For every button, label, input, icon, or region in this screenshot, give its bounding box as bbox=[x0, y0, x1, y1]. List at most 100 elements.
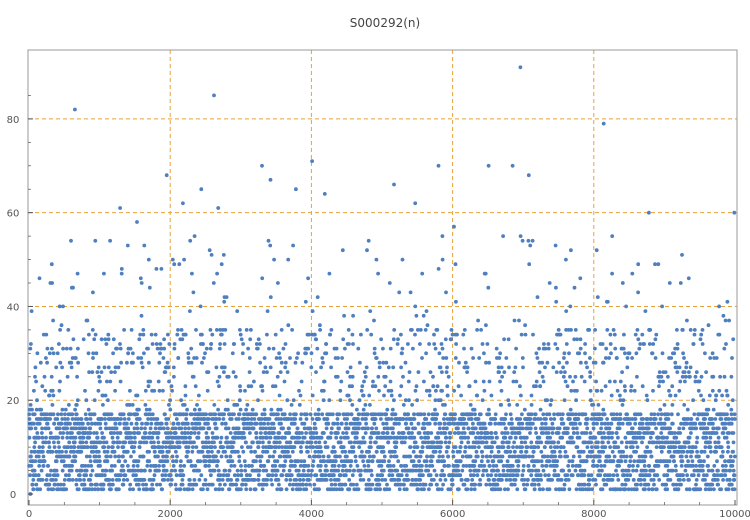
data-point bbox=[684, 454, 689, 459]
data-point bbox=[662, 403, 667, 407]
data-point bbox=[607, 454, 612, 459]
data-point bbox=[461, 332, 466, 337]
data-point bbox=[162, 337, 167, 342]
data-point bbox=[595, 295, 600, 299]
data-point bbox=[632, 459, 637, 464]
data-point bbox=[422, 379, 426, 384]
data-point bbox=[427, 393, 432, 398]
data-point bbox=[478, 478, 482, 482]
data-point bbox=[574, 487, 579, 492]
data-point bbox=[186, 421, 190, 426]
data-point bbox=[621, 468, 626, 473]
data-point bbox=[260, 163, 264, 168]
data-point bbox=[141, 454, 146, 459]
data-point bbox=[67, 403, 71, 407]
data-point bbox=[613, 379, 617, 384]
data-point bbox=[727, 431, 731, 435]
data-point bbox=[51, 412, 56, 417]
data-point bbox=[673, 393, 678, 398]
data-point bbox=[267, 440, 271, 445]
data-point bbox=[282, 379, 287, 384]
data-point bbox=[728, 454, 733, 459]
data-point bbox=[93, 421, 98, 426]
data-point bbox=[252, 478, 257, 482]
data-point bbox=[204, 412, 209, 417]
data-point bbox=[730, 356, 734, 360]
data-point bbox=[504, 478, 509, 482]
data-point bbox=[31, 487, 36, 492]
data-point bbox=[620, 403, 625, 407]
data-point bbox=[695, 449, 699, 454]
data-point bbox=[642, 459, 647, 464]
data-point bbox=[58, 328, 62, 332]
data-point bbox=[726, 445, 731, 449]
data-point bbox=[561, 374, 566, 379]
data-point bbox=[196, 431, 201, 435]
data-point bbox=[241, 449, 246, 454]
data-point bbox=[519, 332, 524, 337]
data-point bbox=[58, 379, 62, 384]
data-point bbox=[675, 328, 679, 332]
data-point bbox=[33, 365, 38, 370]
data-point bbox=[268, 177, 273, 182]
data-point bbox=[567, 468, 572, 473]
data-point bbox=[467, 384, 472, 389]
data-point bbox=[174, 459, 179, 464]
data-point bbox=[151, 478, 156, 482]
data-point bbox=[215, 379, 220, 384]
data-point bbox=[129, 328, 134, 332]
data-point bbox=[553, 342, 558, 346]
data-point bbox=[350, 332, 355, 337]
data-point bbox=[57, 445, 61, 449]
data-point bbox=[479, 328, 483, 332]
data-point bbox=[482, 388, 487, 393]
data-point bbox=[400, 351, 404, 356]
data-point bbox=[153, 449, 157, 454]
data-point bbox=[657, 384, 661, 389]
data-point bbox=[678, 281, 683, 285]
data-point bbox=[400, 257, 405, 262]
data-point bbox=[248, 431, 252, 435]
data-point bbox=[149, 417, 154, 421]
data-point bbox=[386, 365, 391, 370]
data-point bbox=[680, 459, 685, 464]
data-point bbox=[634, 487, 639, 492]
data-point bbox=[704, 435, 709, 440]
data-point bbox=[549, 398, 554, 403]
data-point bbox=[660, 304, 664, 309]
data-point bbox=[345, 468, 350, 473]
data-point bbox=[579, 374, 584, 379]
data-point bbox=[436, 431, 440, 435]
data-point bbox=[318, 328, 322, 332]
data-point bbox=[230, 459, 235, 464]
data-point bbox=[366, 459, 371, 464]
data-point bbox=[376, 374, 381, 379]
data-point bbox=[192, 234, 197, 239]
data-point bbox=[722, 346, 727, 351]
data-point bbox=[236, 417, 241, 421]
data-point bbox=[603, 421, 607, 426]
data-point bbox=[180, 478, 185, 482]
data-point bbox=[503, 417, 508, 421]
data-point bbox=[62, 478, 67, 482]
data-point bbox=[336, 356, 340, 360]
data-point bbox=[471, 431, 476, 435]
data-point bbox=[492, 478, 497, 482]
data-point bbox=[542, 454, 547, 459]
data-point bbox=[89, 473, 93, 478]
data-point bbox=[212, 440, 216, 445]
data-point bbox=[285, 370, 290, 374]
data-point bbox=[154, 267, 159, 271]
data-point bbox=[167, 403, 171, 407]
data-point bbox=[429, 482, 434, 487]
data-point bbox=[721, 313, 726, 318]
data-point bbox=[98, 464, 102, 468]
data-point bbox=[519, 440, 524, 445]
data-point bbox=[640, 384, 645, 389]
data-point bbox=[192, 417, 197, 421]
data-point bbox=[307, 478, 311, 482]
data-point bbox=[105, 454, 110, 459]
data-point bbox=[372, 421, 377, 426]
data-point bbox=[558, 449, 562, 454]
data-point bbox=[271, 346, 276, 351]
